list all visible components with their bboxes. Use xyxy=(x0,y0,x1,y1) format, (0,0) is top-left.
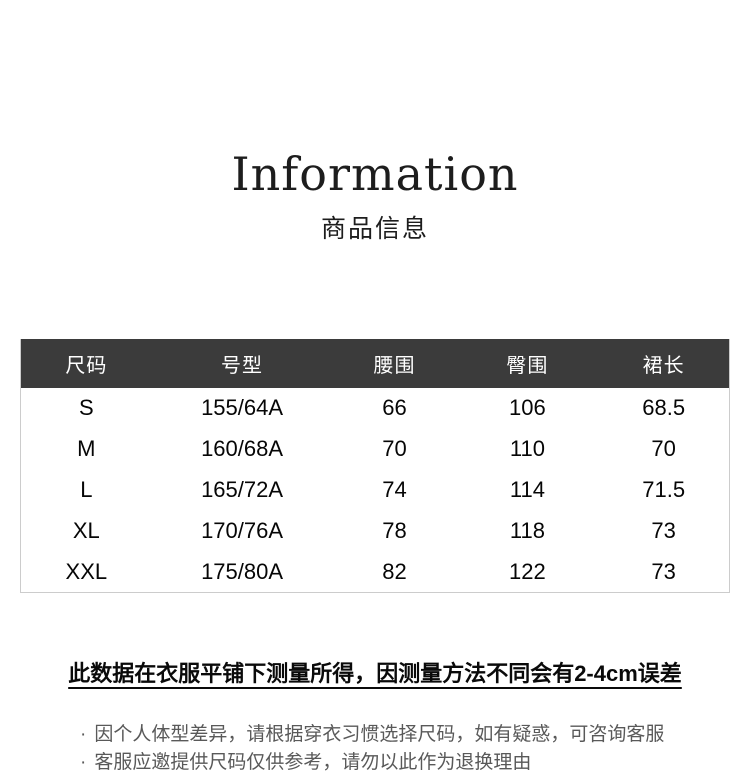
column-header-model: 号型 xyxy=(151,338,333,388)
table-cell: 73 xyxy=(651,518,676,544)
table-cell: XL xyxy=(72,518,100,544)
table-cell: 122 xyxy=(509,559,546,585)
table-row: L 165/72A 74 114 71.5 xyxy=(21,470,730,511)
table-cell: 71.5 xyxy=(642,477,686,503)
table-cell: L xyxy=(80,477,93,503)
note-text: 因个人体型差异，请根据穿衣习惯选择尺码，如有疑惑，可咨询客服 xyxy=(94,724,665,746)
table-cell: 170/76A xyxy=(201,518,284,544)
table-cell: 160/68A xyxy=(201,436,284,462)
table-cell: M xyxy=(77,436,96,462)
table-cell: 82 xyxy=(382,559,407,585)
table-cell: 114 xyxy=(509,477,545,503)
page-title: Information xyxy=(231,147,519,201)
table-cell: 106 xyxy=(509,395,546,421)
table-cell: 70 xyxy=(651,436,676,462)
bullet-marker: · xyxy=(80,724,87,746)
measurement-disclaimer: 此数据在衣服平铺下测量所得，因测量方法不同会有2-4cm误差 xyxy=(68,661,682,687)
table-cell: 74 xyxy=(382,477,407,503)
note-item: · 因个人体型差异，请根据穿衣习惯选择尺码，如有疑惑，可咨询客服 xyxy=(80,721,670,749)
column-header-waist: 腰围 xyxy=(332,338,457,388)
table-cell: 70 xyxy=(382,436,407,462)
title-block: Information 商品信息 xyxy=(0,148,750,245)
table-cell: 165/72A xyxy=(201,477,284,503)
table-cell: 118 xyxy=(509,518,545,544)
notes-list: · 因个人体型差异，请根据穿衣习惯选择尺码，如有疑惑，可咨询客服 · 客服应邀提… xyxy=(80,721,670,777)
column-header-length: 裙长 xyxy=(598,338,730,388)
table-row: XXL 175/80A 82 122 73 xyxy=(21,552,730,593)
table-cell: 110 xyxy=(509,436,545,462)
table-cell: 66 xyxy=(382,395,407,421)
table-cell: 155/64A xyxy=(201,395,284,421)
size-chart-table: 尺码 号型 腰围 臀围 裙长 S 155/64A 66 106 68.5 M 1… xyxy=(20,338,730,594)
table-row: XL 170/76A 78 118 73 xyxy=(21,511,730,552)
note-item: · 客服应邀提供尺码仅供参考，请勿以此作为退换理由 xyxy=(80,749,670,777)
column-header-hip: 臀围 xyxy=(456,338,599,388)
column-header-size: 尺码 xyxy=(20,338,152,388)
table-cell: 68.5 xyxy=(642,395,686,421)
page-subtitle: 商品信息 xyxy=(320,214,429,243)
table-cell: XXL xyxy=(65,559,108,585)
bullet-marker: · xyxy=(80,752,87,774)
note-text: 客服应邀提供尺码仅供参考，请勿以此作为退换理由 xyxy=(94,752,532,774)
table-cell: S xyxy=(78,395,94,421)
table-cell: 73 xyxy=(651,559,676,585)
table-row: S 155/64A 66 106 68.5 xyxy=(21,388,730,429)
table-cell: 78 xyxy=(382,518,407,544)
table-row: M 160/68A 70 110 70 xyxy=(21,429,730,470)
table-header-row: 尺码 号型 腰围 臀围 裙长 xyxy=(20,338,730,388)
table-cell: 175/80A xyxy=(201,559,284,585)
